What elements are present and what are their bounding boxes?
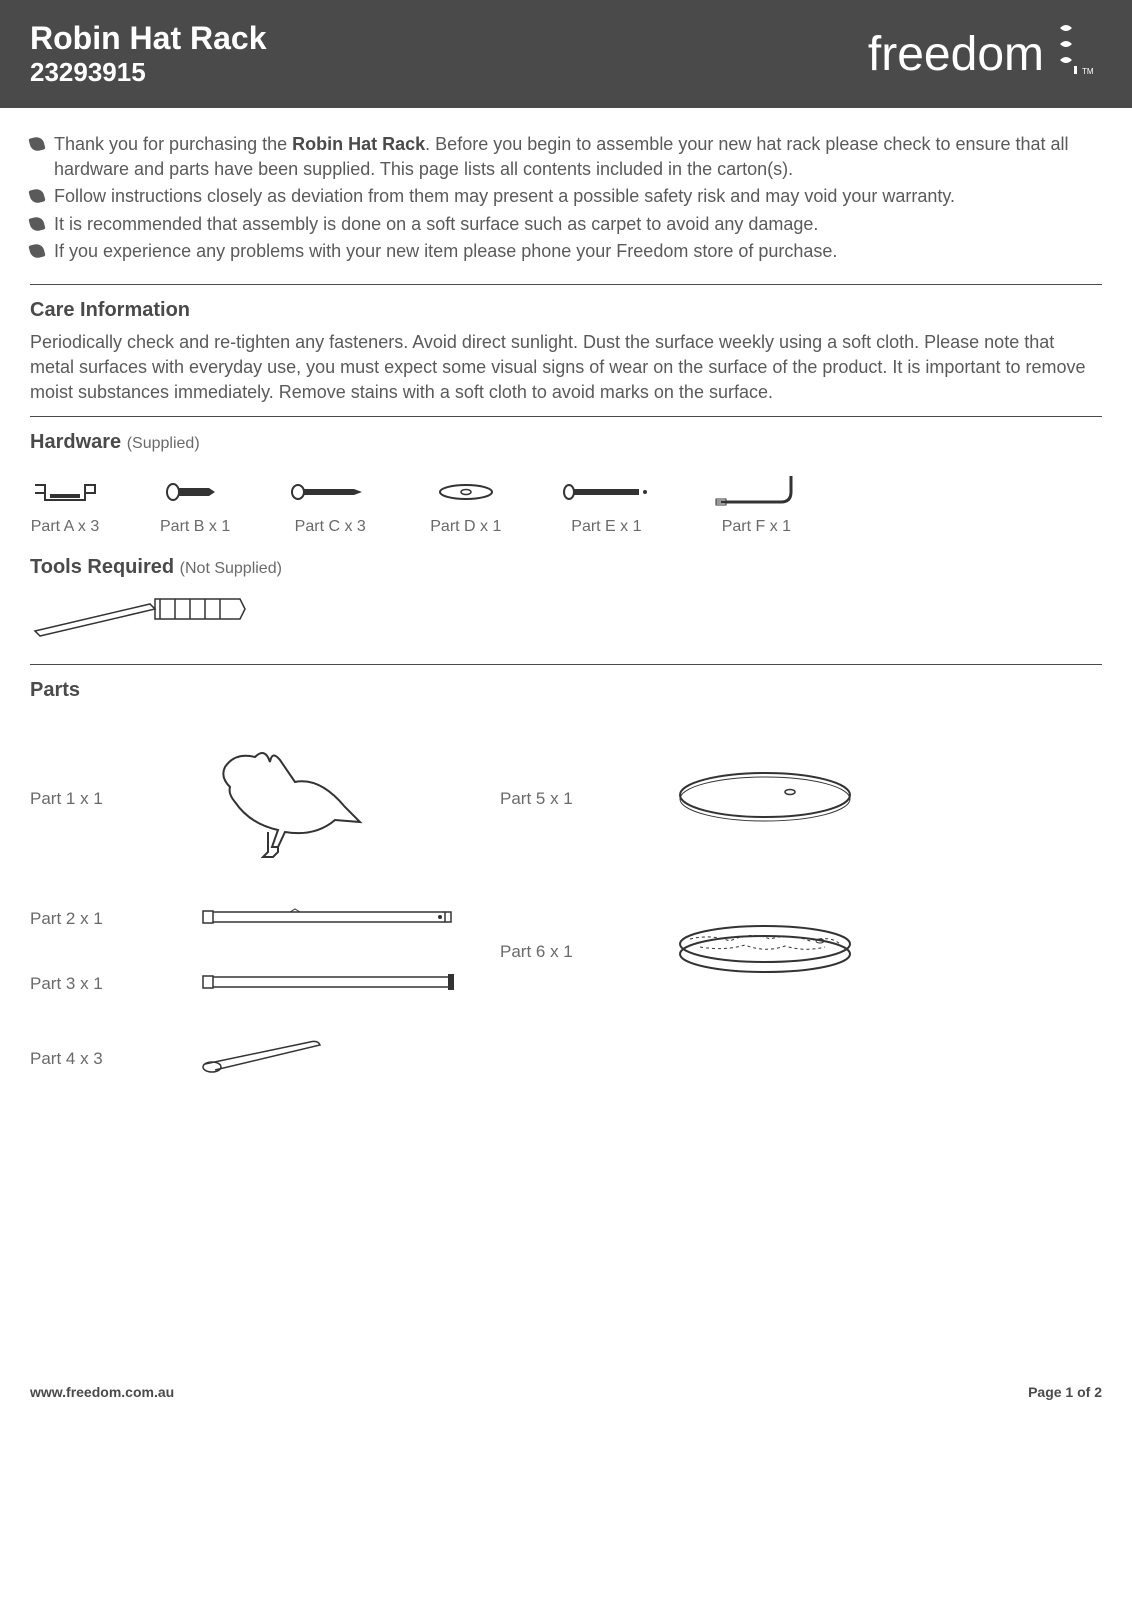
intro-line-3: It is recommended that assembly is done …: [30, 212, 1102, 237]
hw-part-a: Part A x 3: [30, 474, 100, 536]
hardware-section: Hardware (Supplied) Part A x 3 Part B x …: [30, 416, 1102, 644]
header-title-block: Robin Hat Rack 23293915: [30, 20, 266, 88]
hardware-row: Part A x 3 Part B x 1 Part C x 3 Part D …: [30, 474, 1102, 536]
screwdriver-icon: [30, 626, 250, 643]
hw-b-label: Part B x 1: [160, 518, 230, 536]
svg-text:TM: TM: [1082, 67, 1094, 76]
intro-line-1: Thank you for purchasing the Robin Hat R…: [30, 132, 1102, 182]
parts-grid: Part 1 x 1 Part 5 x 1 Part 2 x 1 Part 6 …: [30, 732, 1102, 1122]
hardware-title-text: Hardware: [30, 431, 121, 453]
part-1-label: Part 1 x 1: [30, 789, 160, 809]
page-header: Robin Hat Rack 23293915 freedom TM: [0, 0, 1132, 108]
footer-url: www.freedom.com.au: [30, 1384, 174, 1400]
hook-icon: [711, 474, 801, 510]
bird-icon: [200, 732, 460, 867]
washer-icon: [430, 474, 501, 510]
hw-e-label: Part E x 1: [561, 518, 651, 536]
tube-a-icon: [200, 907, 460, 932]
product-title: Robin Hat Rack: [30, 20, 266, 57]
hw-d-label: Part D x 1: [430, 518, 501, 536]
brand-text: freedom: [868, 27, 1044, 82]
product-code: 23293915: [30, 57, 266, 88]
oval-plate-icon: [670, 767, 930, 832]
part-3-label: Part 3 x 1: [30, 974, 160, 994]
rod-icon: [561, 474, 651, 510]
intro-1-prefix: Thank you for purchasing the: [54, 134, 292, 154]
bolt-long-icon: [290, 474, 370, 510]
tube-b-icon: [200, 972, 460, 997]
hw-part-b: Part B x 1: [160, 474, 230, 536]
content: Thank you for purchasing the Robin Hat R…: [0, 108, 1132, 1172]
page-footer: www.freedom.com.au Page 1 of 2: [0, 1372, 1132, 1412]
bracket-icon: [30, 474, 100, 510]
tools-sub: (Not Supplied): [180, 560, 282, 577]
care-text: Periodically check and re-tighten any fa…: [30, 330, 1102, 406]
hw-a-label: Part A x 3: [30, 518, 100, 536]
part-5-label: Part 5 x 1: [500, 789, 630, 809]
part-6-label: Part 6 x 1: [500, 942, 630, 962]
tools-title: Tools Required (Not Supplied): [30, 556, 1102, 579]
tools-title-text: Tools Required: [30, 556, 174, 578]
base-icon: [670, 919, 930, 984]
hw-f-label: Part F x 1: [711, 518, 801, 536]
parts-section: Parts Part 1 x 1 Part 5 x 1 Part 2 x 1 P…: [30, 664, 1102, 1122]
hardware-title: Hardware (Supplied): [30, 431, 1102, 454]
parts-title: Parts: [30, 679, 1102, 702]
intro-1-product: Robin Hat Rack: [292, 134, 425, 154]
care-section: Care Information Periodically check and …: [30, 284, 1102, 406]
hw-part-f: Part F x 1: [711, 474, 801, 536]
part-4-label: Part 4 x 3: [30, 1049, 160, 1069]
bolt-short-icon: [160, 474, 230, 510]
hw-c-label: Part C x 3: [290, 518, 370, 536]
hw-part-c: Part C x 3: [290, 474, 370, 536]
footer-page: Page 1 of 2: [1028, 1384, 1102, 1400]
intro-bullets: Thank you for purchasing the Robin Hat R…: [30, 132, 1102, 264]
peg-icon: [200, 1037, 460, 1082]
intro-line-4: If you experience any problems with your…: [30, 239, 1102, 264]
hw-part-d: Part D x 1: [430, 474, 501, 536]
brand-icon: TM: [1052, 20, 1102, 88]
care-title: Care Information: [30, 299, 1102, 322]
brand-logo: freedom TM: [868, 20, 1102, 88]
tools-row: [30, 589, 1102, 644]
part-2-label: Part 2 x 1: [30, 909, 160, 929]
hardware-sub: (Supplied): [127, 435, 200, 452]
intro-line-2: Follow instructions closely as deviation…: [30, 184, 1102, 209]
hw-part-e: Part E x 1: [561, 474, 651, 536]
